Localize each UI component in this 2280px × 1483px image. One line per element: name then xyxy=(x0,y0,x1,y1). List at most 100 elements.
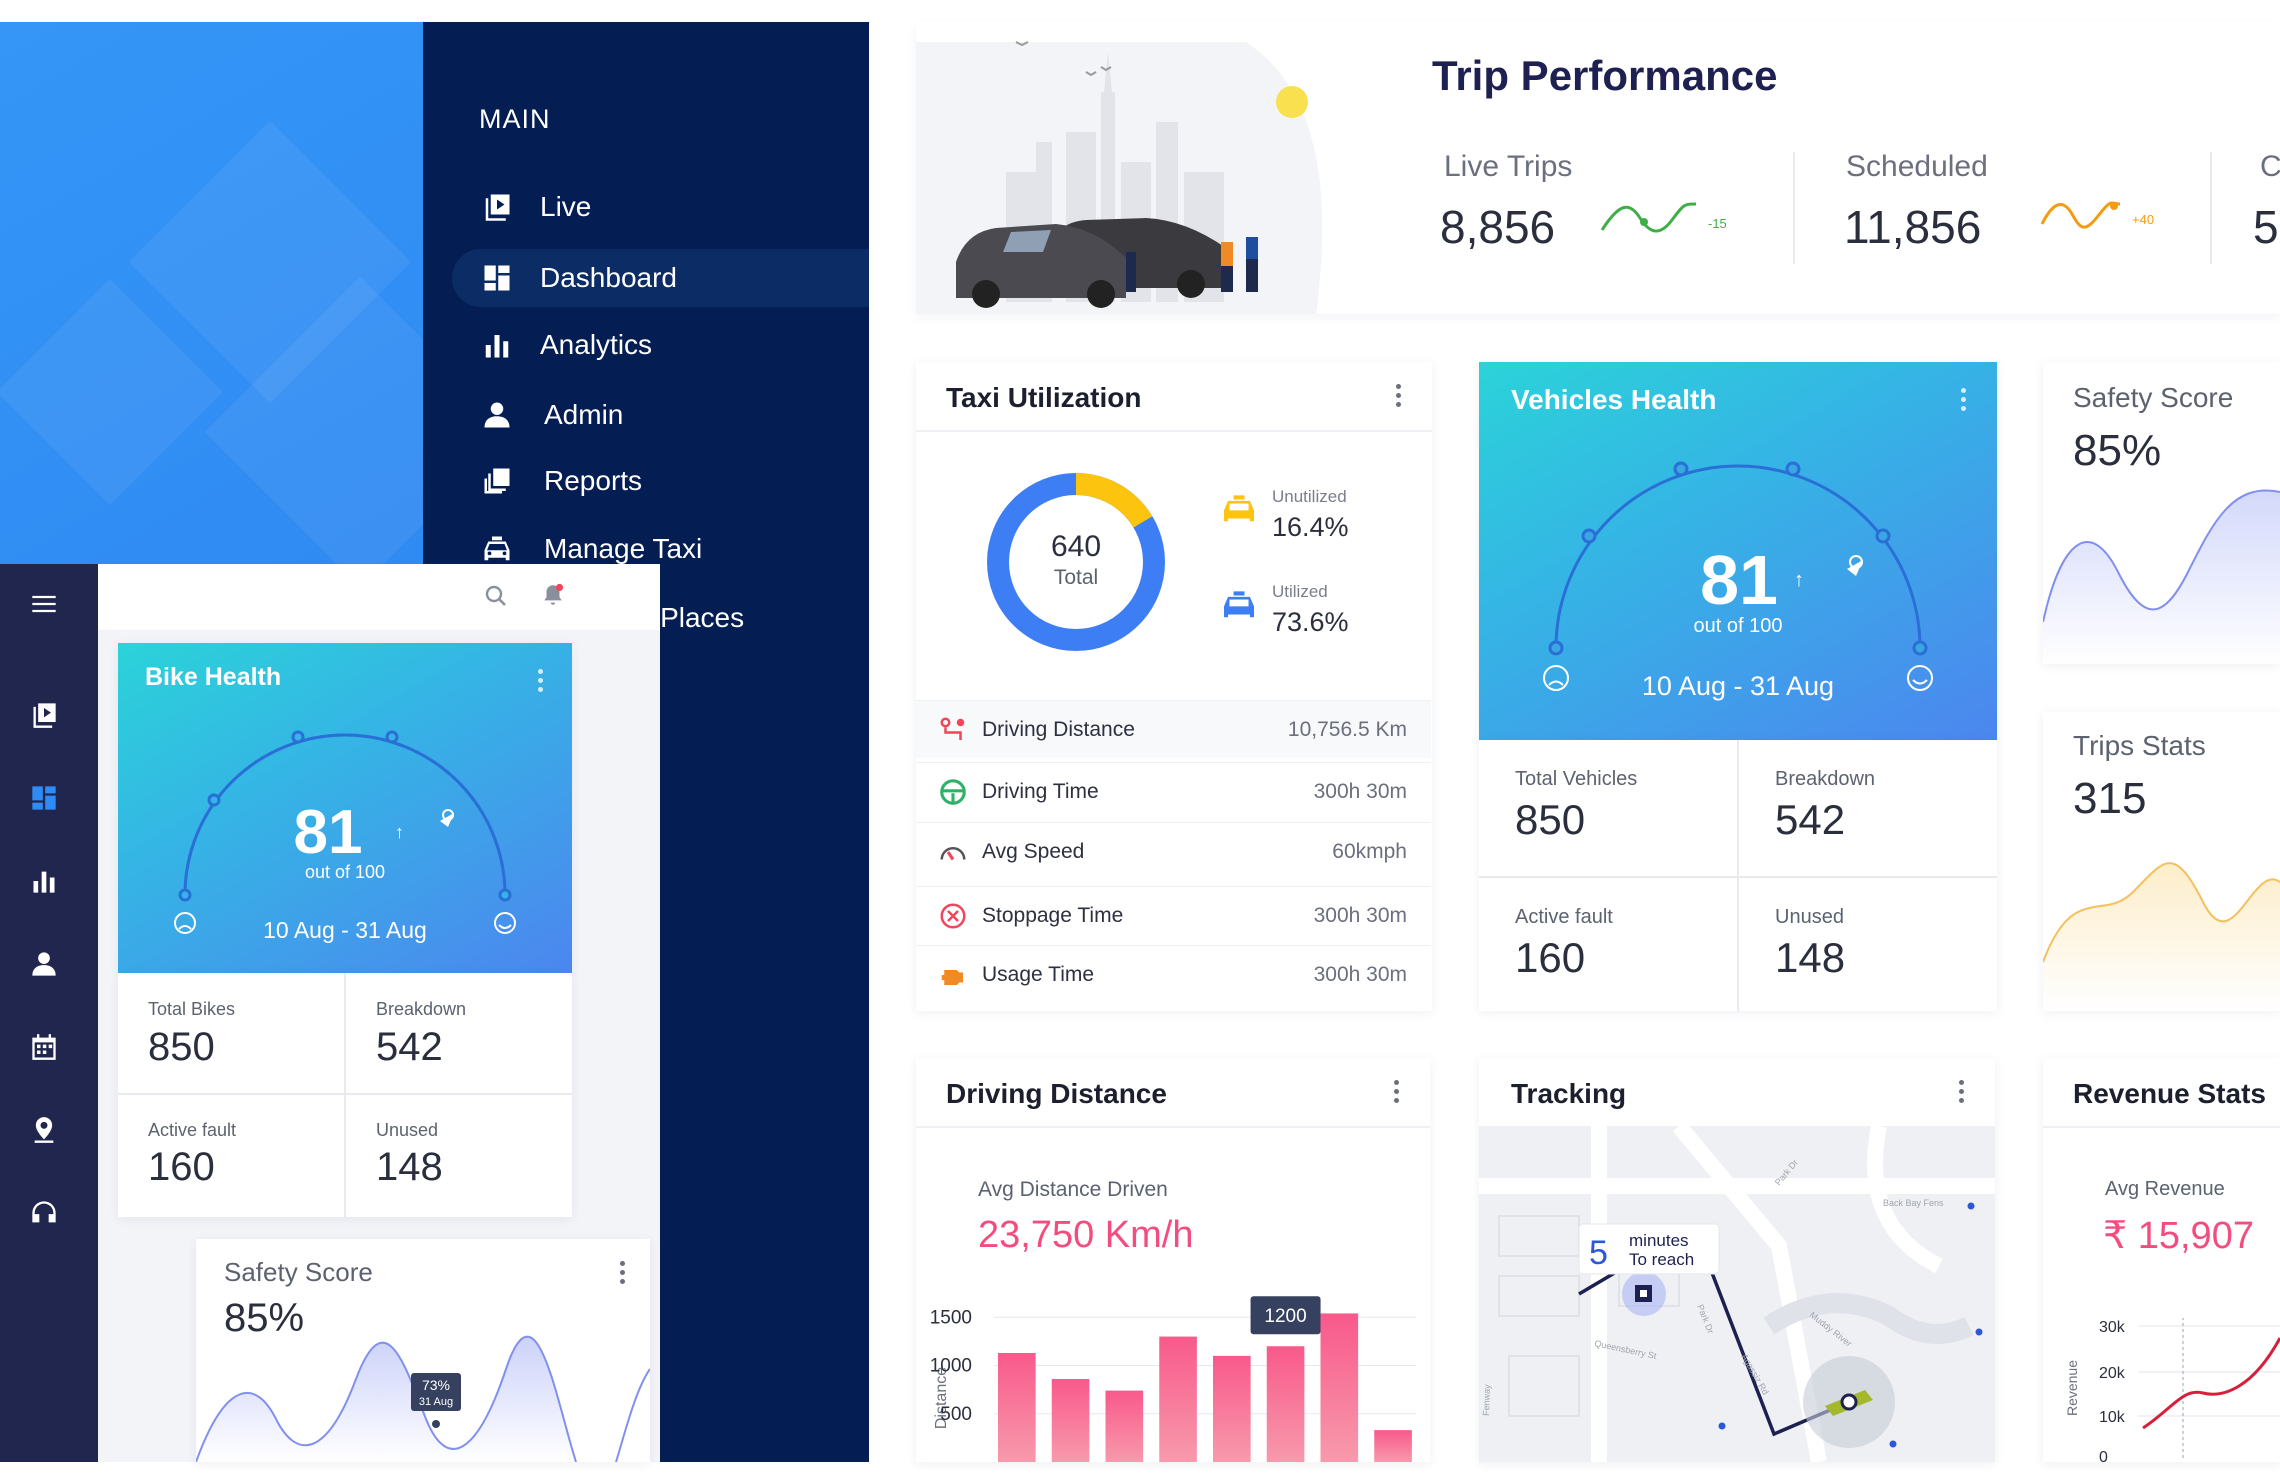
bar[interactable] xyxy=(1159,1336,1197,1462)
more-options-icon[interactable] xyxy=(538,665,544,696)
scheduled-sparkline: +40 xyxy=(2040,201,2154,229)
y-tick-label: 10k xyxy=(2099,1409,2126,1426)
bar[interactable] xyxy=(1213,1355,1251,1462)
bar-chart-icon[interactable] xyxy=(24,861,64,901)
utilized-label: Utilized xyxy=(1272,582,1328,601)
mobile-topbar xyxy=(98,564,660,630)
speedometer-icon xyxy=(940,846,966,860)
sidebar-item-label: Reports xyxy=(544,465,643,496)
trend-delta: +40 xyxy=(2132,212,2154,227)
more-options-icon[interactable] xyxy=(1959,1076,1965,1107)
bar[interactable] xyxy=(1105,1390,1144,1462)
user-icon[interactable] xyxy=(24,944,64,984)
more-options-icon[interactable] xyxy=(1961,384,1967,415)
stat-value: 850 xyxy=(148,1025,215,1069)
avg-distance-value: 23,750 Km/h xyxy=(978,1214,1194,1256)
safety-score-sparkline xyxy=(2043,489,2280,664)
bell-icon[interactable] xyxy=(540,582,566,608)
bar[interactable] xyxy=(1374,1430,1412,1462)
stat-label: Unused xyxy=(376,1120,439,1140)
gauge-subtitle: out of 100 xyxy=(1694,615,1783,637)
play-icon[interactable] xyxy=(24,695,64,735)
stat-label: Live Trips xyxy=(1444,150,1573,183)
svg-text:↑: ↑ xyxy=(1794,569,1804,591)
stat-label: Active fault xyxy=(1515,906,1613,928)
mobile-sidebar xyxy=(0,564,98,1462)
happy-face-icon xyxy=(1907,665,1933,691)
route-icon xyxy=(940,717,965,740)
bar-tooltip-value: 1200 xyxy=(1264,1306,1306,1327)
card-title: Bike Health xyxy=(145,663,282,691)
y-tick-label: 0 xyxy=(2099,1449,2108,1462)
safety-score-sparkline: 73% 31 Aug xyxy=(196,1335,650,1462)
list-item[interactable]: Usage Time 300h 30m xyxy=(916,945,1431,1003)
trips-stats-value: 315 xyxy=(2073,774,2147,823)
list-item[interactable]: Stoppage Time 300h 30m xyxy=(916,886,1431,944)
bar[interactable] xyxy=(1266,1346,1305,1462)
unutilized-label: Unutilized xyxy=(1272,487,1347,506)
tracking-map[interactable]: 5 minutes To reach Park Dr Park Dr Queen… xyxy=(1479,1126,1995,1462)
safety-score-card: Safety Score 85% xyxy=(2043,362,2280,664)
sad-face-icon xyxy=(174,912,196,934)
stat-value: 5 xyxy=(2253,201,2279,253)
sidebar-item-admin[interactable]: Admin xyxy=(452,386,869,444)
stat-label: Unused xyxy=(1775,906,1844,928)
taxi-city-illustration xyxy=(916,41,1323,314)
eta-bubble xyxy=(1578,1223,1720,1275)
sidebar-item-analytics[interactable]: Analytics xyxy=(452,316,869,374)
y-tick-label: 30k xyxy=(2099,1319,2126,1336)
calendar-icon[interactable] xyxy=(24,1027,64,1067)
sidebar-item-manage-taxi[interactable]: Manage Taxi xyxy=(452,520,869,578)
stat-value: 148 xyxy=(1775,934,1846,981)
stat-label: Breakdown xyxy=(376,999,467,1019)
eta-number: 5 xyxy=(1589,1234,1608,1272)
sidebar-item-dashboard[interactable]: Dashboard xyxy=(452,249,869,307)
bar[interactable] xyxy=(1051,1379,1090,1462)
gauge-subtitle: out of 100 xyxy=(305,862,385,882)
dashboard-icon[interactable] xyxy=(24,778,64,818)
reports-icon xyxy=(480,464,514,498)
sidebar-item-label: Manage Taxi xyxy=(544,533,703,564)
bike-health-gauge: 81 ↑ out of 100 10 Aug - 31 Aug xyxy=(174,730,516,943)
sidebar-item-label: Dashboard xyxy=(540,262,677,293)
car-marker-icon[interactable] xyxy=(1825,1390,1873,1416)
avg-revenue-label: Avg Revenue xyxy=(2105,1178,2225,1200)
safety-score-value: 85% xyxy=(2073,426,2162,475)
more-options-icon[interactable] xyxy=(620,1257,626,1288)
tooltip-date: 31 Aug xyxy=(419,1396,453,1408)
headset-icon[interactable] xyxy=(24,1193,64,1233)
row-value: 300h 30m xyxy=(1313,962,1407,986)
vehicles-health-stats: Total Vehicles 850 Breakdown 542 Active … xyxy=(1479,740,1997,1011)
eta-unit: minutes xyxy=(1629,1231,1689,1250)
row-value: 10,756.5 Km xyxy=(1287,717,1407,741)
stat-label: Total Vehicles xyxy=(1515,768,1638,790)
list-item[interactable]: Avg Speed 60kmph xyxy=(916,822,1431,880)
blue-taxi-icon xyxy=(1224,591,1254,618)
more-options-icon[interactable] xyxy=(1396,380,1402,411)
taxi-utilization-card: Taxi Utilization 640 Total Unutilized 16… xyxy=(916,362,1432,1011)
steering-wheel-icon xyxy=(940,778,966,805)
list-item[interactable]: Driving Time 300h 30m xyxy=(916,762,1431,820)
card-title: Safety Score xyxy=(2073,382,2234,413)
y-axis-label: Revenue xyxy=(2064,1360,2080,1416)
gauge-score: 81 xyxy=(1700,541,1778,619)
card-title: Driving Distance xyxy=(946,1078,1167,1109)
sidebar-item-reports[interactable]: Reports xyxy=(452,452,869,510)
more-options-icon[interactable] xyxy=(1394,1076,1400,1107)
search-icon[interactable] xyxy=(484,584,508,608)
menu-icon[interactable] xyxy=(24,584,64,624)
dashboard-icon xyxy=(480,261,514,295)
card-title: Trips Stats xyxy=(2073,730,2206,761)
avg-distance-label: Avg Distance Driven xyxy=(978,1178,1168,1201)
sidebar-item-live[interactable]: Live xyxy=(452,178,869,236)
location-pin-icon[interactable] xyxy=(24,1110,64,1150)
safety-score-value: 85% xyxy=(224,1296,305,1340)
bar[interactable] xyxy=(1320,1313,1359,1462)
bar[interactable] xyxy=(998,1352,1036,1462)
list-item[interactable]: Driving Distance 10,756.5 Km xyxy=(916,700,1431,758)
card-title: Revenue Stats xyxy=(2073,1078,2266,1109)
stat-value: 542 xyxy=(376,1025,443,1069)
stat-label: Active fault xyxy=(148,1120,237,1140)
bike-health-card: Bike Health 81 ↑ out of 100 10 Aug - 31 … xyxy=(118,643,572,973)
